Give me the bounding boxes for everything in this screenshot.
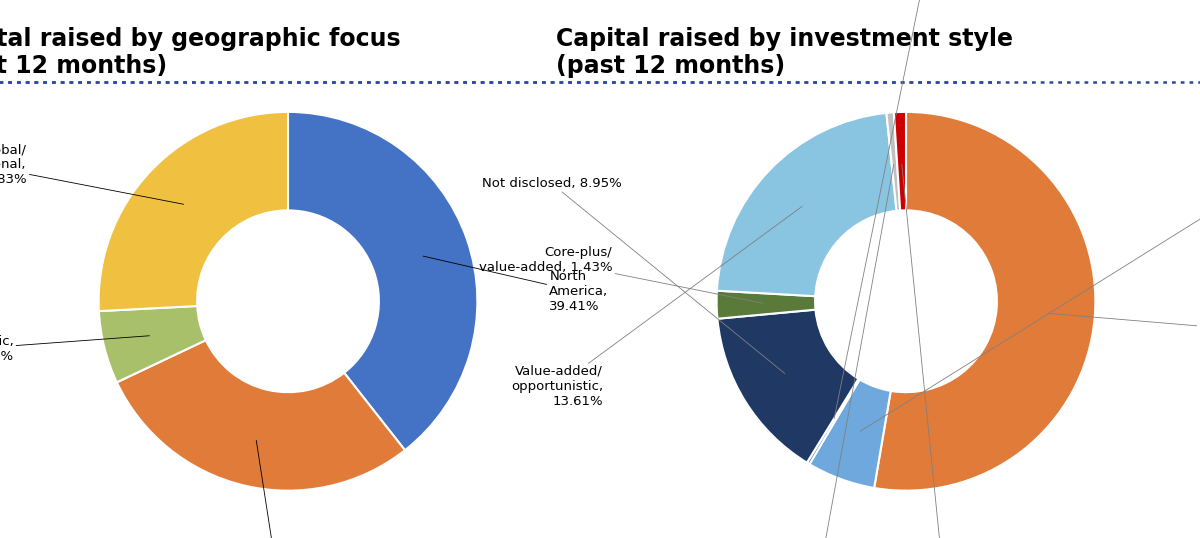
Wedge shape	[718, 310, 858, 463]
Wedge shape	[874, 112, 1096, 491]
Text: Value-added,
31.93%: Value-added, 31.93%	[1049, 313, 1200, 344]
Text: Core-plus, 3.53%: Core-plus, 3.53%	[860, 178, 1200, 431]
Text: North
America,
39.41%: North America, 39.41%	[424, 256, 608, 313]
Text: Capital raised by investment style
(past 12 months): Capital raised by investment style (past…	[556, 27, 1013, 79]
Text: Core-plus/
value-added, 1.43%: Core-plus/ value-added, 1.43%	[479, 246, 763, 303]
Text: Not disclosed, 8.95%: Not disclosed, 8.95%	[482, 178, 785, 373]
Wedge shape	[116, 340, 404, 491]
Text: Capital raised by geographic focus
(past 12 months): Capital raised by geographic focus (past…	[0, 27, 401, 79]
Wedge shape	[98, 306, 206, 383]
Wedge shape	[887, 112, 900, 211]
Wedge shape	[716, 291, 816, 318]
Text: Global/
multiregional,
25.83%: Global/ multiregional, 25.83%	[0, 144, 184, 204]
Wedge shape	[894, 112, 906, 210]
Wedge shape	[810, 379, 890, 488]
Text: Value-added/
opportunistic,
13.61%: Value-added/ opportunistic, 13.61%	[511, 206, 803, 408]
Text: Core-plus/value-added/
opportunistic,
0.15%: Core-plus/value-added/ opportunistic, 0.…	[834, 0, 1003, 419]
Wedge shape	[288, 112, 478, 450]
Text: Asia Pacific,
6.21%: Asia Pacific, 6.21%	[0, 335, 149, 363]
Text: Core/core-plus,
0.38%: Core/core-plus, 0.38%	[761, 165, 894, 538]
Text: Europe,
28.56%: Europe, 28.56%	[253, 441, 304, 538]
Wedge shape	[716, 113, 896, 296]
Text: Core, 0.62%: Core, 0.62%	[901, 164, 989, 538]
Wedge shape	[98, 112, 288, 311]
Wedge shape	[806, 379, 859, 464]
